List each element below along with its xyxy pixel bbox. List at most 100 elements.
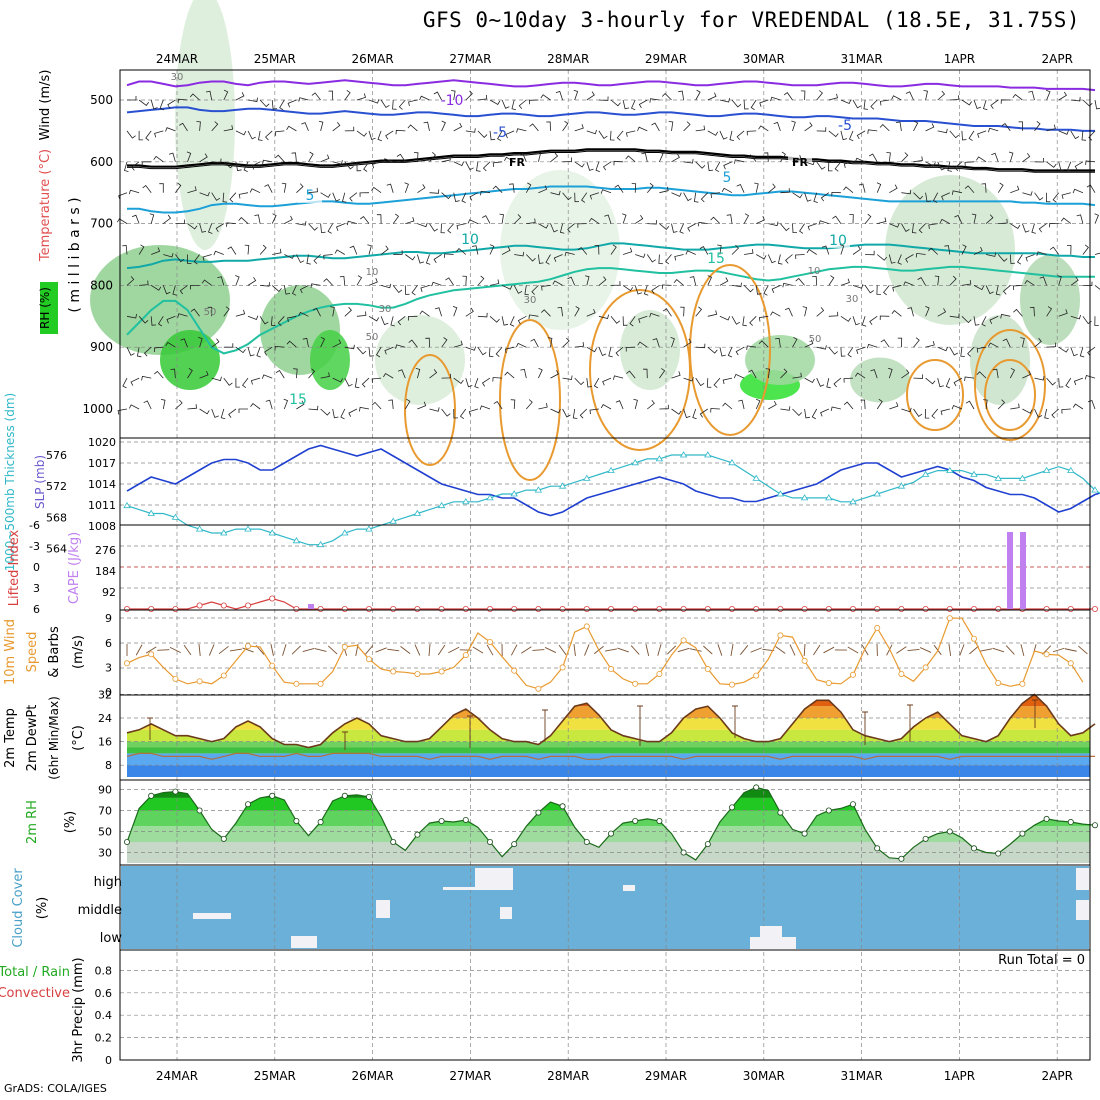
wind-barb-1-43: [637, 126, 648, 132]
rh-marker-20: [365, 793, 372, 800]
x-tick-bottom-4: 28MAR: [547, 1069, 589, 1083]
wind-barb-1-41: [616, 130, 624, 141]
wind-barb-9-50: [722, 377, 733, 385]
rh-contour-label-1: 10: [366, 267, 379, 278]
wind-barb-2-18: [344, 161, 354, 170]
wind-barb-2-62: [869, 153, 878, 162]
iso-label-bg-0: [440, 95, 464, 108]
wind-barb-6-6: [190, 285, 200, 290]
x-tick-top-1: 25MAR: [254, 52, 296, 66]
wind-barb-1-63: [879, 124, 890, 132]
isotherm-2: [127, 148, 1095, 172]
cloud-level-low: low: [100, 931, 123, 946]
wind-barb-0-5: [177, 98, 188, 104]
slp-tick-3: 1011: [88, 499, 116, 512]
wind-barb-4-65: [911, 223, 917, 234]
wind-barb-10-56: [804, 408, 810, 419]
wind-barb-0-0: [127, 96, 137, 101]
wind10m-marker-60: [850, 671, 857, 678]
wind-barb-7-11: [259, 316, 269, 325]
series-thickness: [126, 454, 1100, 546]
wind-barb-9-22: [383, 372, 394, 379]
wind10m-barb-35: [544, 647, 557, 653]
rh-marker-52: [753, 784, 760, 791]
wind10m-marker-24: [414, 670, 421, 677]
wind-barb-4-70: [971, 213, 977, 224]
thickness-marker-24: [413, 509, 422, 516]
panel-frame-wind: [119, 609, 1091, 696]
wind-barb-9-62: [870, 369, 878, 379]
wind-barb-0-62: [870, 99, 878, 110]
wind-barb-5-25: [425, 254, 431, 265]
x-tick-bottom-2: 26MAR: [352, 1069, 394, 1083]
wind-barb-8-40: [608, 347, 613, 358]
wind-barb-5-15: [306, 254, 311, 265]
wind-barb-9-14: [293, 368, 298, 379]
wind-barb-0-31: [501, 99, 510, 109]
wind10m-barb-79: [1078, 645, 1088, 655]
wind-barb-0-17: [328, 90, 334, 101]
warm-contour-0: [404, 354, 456, 466]
wind-barb-5-78: [1066, 245, 1072, 255]
cloud-patch-7: [193, 913, 231, 919]
wind-barb-1-26: [441, 120, 446, 132]
wind-barb-10-62: [876, 398, 883, 410]
wind10m-barb-76: [1042, 645, 1052, 655]
wind-barb-9-77: [1058, 378, 1064, 388]
wind-barb-5-28: [455, 248, 467, 255]
wind-barb-8-24: [408, 339, 418, 348]
iso-label-bg-6: [833, 120, 857, 133]
wind-barb-9-30: [481, 377, 491, 387]
wind-barb-3-27: [453, 192, 460, 202]
rh-tick-1: 70: [98, 805, 112, 818]
rh-contour-label-0: 30: [171, 72, 184, 83]
wind-barb-4-31: [499, 213, 504, 224]
wind-barb-3-40: [600, 189, 612, 194]
wind-barb-7-76: [1046, 306, 1053, 317]
wind-barb-4-19: [346, 220, 358, 226]
wind-barb-3-4: [175, 182, 182, 193]
wind-barb-1-66: [925, 123, 935, 132]
wind-barb-6-51: [743, 285, 754, 293]
wind-barb-4-3: [163, 214, 172, 224]
wind-barb-2-10: [243, 161, 249, 173]
wind-barb-9-43: [642, 368, 648, 379]
wind-barb-2-32: [504, 156, 515, 163]
wind-barb-1-51: [736, 130, 745, 141]
wind-barb-1-14: [286, 125, 297, 132]
wind-barb-6-52: [755, 285, 762, 295]
wind-barb-0-71: [983, 99, 988, 111]
wind-barb-6-73: [1002, 285, 1011, 295]
wind-barb-2-72: [991, 152, 999, 162]
wind-barb-3-55: [792, 192, 803, 199]
wind-barb-1-8: [223, 125, 234, 132]
wind10m-marker-64: [898, 670, 905, 677]
wind-barb-9-28: [465, 377, 473, 388]
wind-barb-7-8: [223, 306, 230, 317]
wind-barb-8-47: [695, 343, 706, 349]
wind-barb-9-9: [235, 378, 240, 388]
wind-barb-1-47: [695, 125, 706, 132]
wind-barb-3-62: [876, 182, 882, 193]
wind-barb-8-56: [804, 339, 814, 348]
wind10m-marker-78: [1067, 660, 1074, 667]
wind10m-barb-52: [750, 647, 762, 653]
wind-barb-1-20: [368, 130, 376, 141]
wind10m-marker-40: [608, 666, 615, 673]
wind-barb-1-67: [937, 128, 948, 134]
wind-barb-8-68: [949, 347, 958, 356]
wind-barb-3-26: [441, 192, 452, 200]
wind10m-marker-2: [148, 651, 155, 658]
wind-barb-4-37: [567, 223, 575, 233]
wind-barb-0-30: [489, 99, 501, 106]
wind-barb-10-54: [780, 406, 791, 411]
wind-barb-3-2: [142, 184, 152, 193]
cloud-patch-3: [1076, 868, 1090, 890]
isotherm-label-1: -5: [493, 125, 507, 141]
wind10m-marker-28: [462, 652, 469, 659]
wind-barb-0-67: [937, 90, 946, 101]
wind-barb-4-68: [939, 218, 950, 224]
wind-barb-10-46: [683, 408, 691, 419]
li-marker-40: [608, 606, 615, 613]
wind-barb-8-13: [274, 345, 285, 351]
